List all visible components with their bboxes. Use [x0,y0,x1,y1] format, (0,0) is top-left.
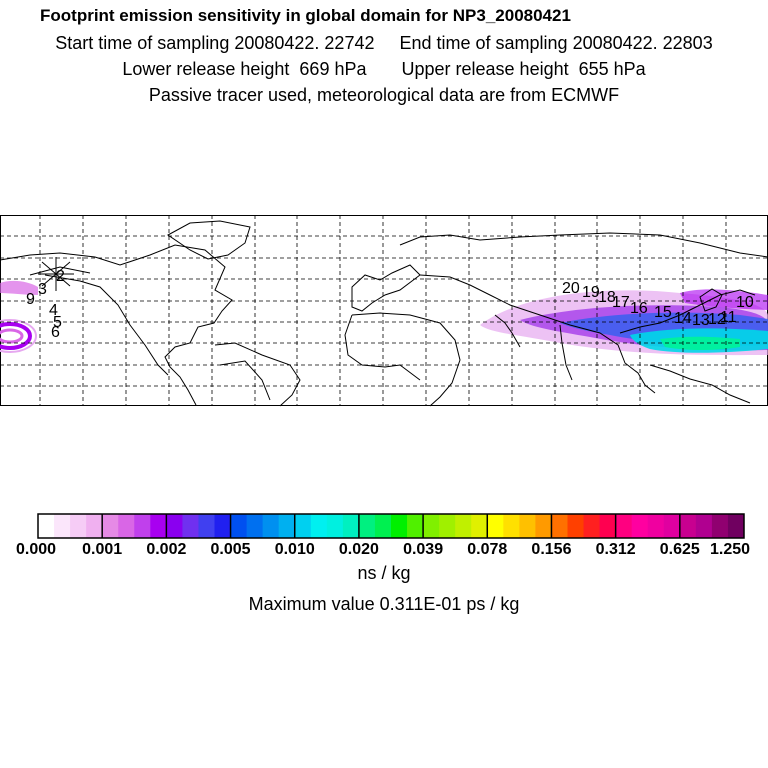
color-scale-tick-label: 0.312 [596,541,636,558]
release-point-marker [38,257,74,291]
color-scale-cell [342,514,360,538]
color-scale-cell [679,514,697,538]
color-scale-cell [391,514,408,538]
color-scale-cell [455,514,472,538]
color-scale-cell [166,514,183,538]
track-label: 13 [692,312,710,329]
color-scale-tick-label: 0.002 [146,541,186,558]
color-scale-cell [118,514,135,538]
track-label: 16 [630,300,648,317]
tracer-info-line: Passive tracer used, meteorological data… [148,85,620,105]
color-scale-cell [471,514,488,538]
release-height-line: Lower release height 669 hPa Upper relea… [122,59,646,79]
color-scale-cell [70,514,87,538]
trajectory-labels: 9 3 2 4 5 6 20 19 18 17 16 15 14 13 12 1… [26,268,754,341]
color-scale-tick-label: 0.020 [339,541,379,558]
color-scale-cell [695,514,713,538]
color-scale-cell [615,514,633,538]
track-label: 15 [654,304,672,321]
color-scale-cell [519,514,536,538]
color-scale-ticks: 0.000 0.001 0.002 0.005 0.010 0.020 0.039 0.078… [16,514,750,558]
color-scale-cell [567,514,585,538]
color-scale-tick-label: 0.005 [211,541,251,558]
color-scale-cell [599,514,617,538]
track-label: 20 [562,280,580,297]
color-scale-cell [294,514,312,538]
graticule [0,215,768,406]
track-label: 2 [56,268,65,285]
track-label: 18 [598,289,616,306]
color-scale: 0.000 0.001 0.002 0.005 0.010 0.020 0.039 0.078… [16,513,750,558]
color-scale-cell [150,514,167,538]
color-scale-cell [278,514,296,538]
color-scale-cell [374,514,392,538]
color-scale-cell [134,514,151,538]
track-label: 5 [53,314,62,331]
color-scale-cell [198,514,215,538]
track-label: 9 [26,291,35,308]
color-scale-cell [38,514,55,538]
color-scale-cell [663,514,681,538]
plot-title: Footprint emission sensitivity in global… [40,6,571,25]
world-map: 9 3 2 4 5 6 20 19 18 17 16 15 14 13 12 1… [0,215,768,407]
color-scale-cell [727,514,745,538]
color-scale-cell [439,514,456,538]
color-scale-cell [262,514,280,538]
color-scale-cell [54,514,71,538]
color-scale-cell [503,514,520,538]
color-scale-cell [487,514,504,538]
color-scale-cell [86,514,103,538]
color-scale-cell [647,514,665,538]
color-scale-tick-label: 0.078 [467,541,507,558]
color-scale-tick-label: 0.625 [660,541,700,558]
color-scale-cell [246,514,264,538]
track-label: 14 [674,310,692,327]
track-label: 11 [720,309,737,326]
color-scale-cell [230,514,248,538]
color-scale-cell [407,514,424,538]
color-scale-tick-label: 0.039 [403,541,443,558]
track-label: 3 [38,281,47,298]
color-scale-cell [358,514,376,538]
sampling-time-line: Start time of sampling 20080422. 22742 E… [55,33,713,53]
color-scale-cells [38,514,745,538]
color-scale-tick-label: 0.001 [82,541,122,558]
color-scale-cell [711,514,729,538]
color-scale-cell [102,514,119,538]
maximum-value-label: Maximum value 0.311E-01 ps / kg [248,594,520,614]
track-label: 6 [51,324,60,341]
color-scale-cell [326,514,344,538]
color-scale-cell [182,514,199,538]
color-scale-cell [535,514,552,538]
track-label: 19 [582,284,600,301]
units-label: ns / kg [357,563,411,583]
color-scale-tick-label: 1.250 [710,541,750,558]
color-scale-cell [551,514,568,538]
track-label: 17 [612,294,630,311]
track-label: 12 [708,311,726,328]
color-scale-cell [631,514,649,538]
color-scale-cell [423,514,440,538]
color-scale-tick-label: 0.000 [16,541,56,558]
color-scale-cell [310,514,328,538]
track-label: 10 [736,294,754,311]
track-label: 4 [49,302,58,319]
color-scale-tick-label: 0.156 [531,541,571,558]
color-scale-cell [214,514,232,538]
color-scale-tick-label: 0.010 [275,541,315,558]
color-scale-cell [583,514,601,538]
